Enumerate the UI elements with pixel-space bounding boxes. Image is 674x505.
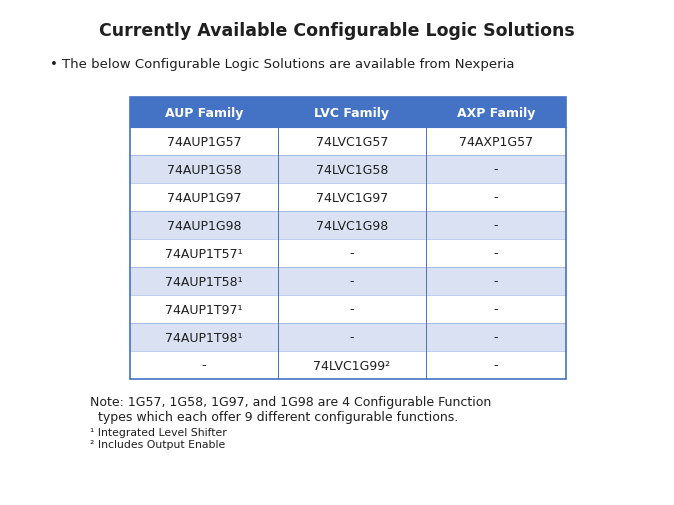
Bar bbox=[426, 295, 566, 323]
Text: •: • bbox=[50, 58, 58, 71]
Text: 74LVC1G58: 74LVC1G58 bbox=[316, 163, 388, 176]
Text: 74AUP1G57: 74AUP1G57 bbox=[166, 135, 241, 148]
Bar bbox=[278, 295, 426, 323]
Text: 74AXP1G57: 74AXP1G57 bbox=[459, 135, 533, 148]
Text: -: - bbox=[350, 303, 355, 316]
Bar bbox=[278, 128, 426, 156]
Text: 74AUP1G58: 74AUP1G58 bbox=[166, 163, 241, 176]
Bar bbox=[426, 351, 566, 379]
Bar bbox=[130, 323, 278, 351]
Text: AXP Family: AXP Family bbox=[457, 106, 535, 119]
Text: -: - bbox=[494, 359, 498, 372]
Text: 74LVC1G99²: 74LVC1G99² bbox=[313, 359, 390, 372]
Text: ² Includes Output Enable: ² Includes Output Enable bbox=[90, 439, 225, 449]
Bar bbox=[426, 323, 566, 351]
Text: types which each offer 9 different configurable functions.: types which each offer 9 different confi… bbox=[90, 410, 458, 423]
Bar bbox=[426, 98, 566, 128]
Bar bbox=[278, 98, 426, 128]
Text: -: - bbox=[494, 219, 498, 232]
Bar bbox=[130, 156, 278, 184]
Bar bbox=[426, 184, 566, 212]
Text: -: - bbox=[494, 247, 498, 260]
Bar bbox=[278, 184, 426, 212]
Bar bbox=[278, 212, 426, 239]
Text: LVC Family: LVC Family bbox=[315, 106, 390, 119]
Bar bbox=[130, 239, 278, 268]
Text: Note: 1G57, 1G58, 1G97, and 1G98 are 4 Configurable Function: Note: 1G57, 1G58, 1G97, and 1G98 are 4 C… bbox=[90, 395, 491, 408]
Text: 74AUP1G98: 74AUP1G98 bbox=[166, 219, 241, 232]
Bar bbox=[278, 156, 426, 184]
Text: 74AUP1T58¹: 74AUP1T58¹ bbox=[165, 275, 243, 288]
Text: ¹ Integrated Level Shifter: ¹ Integrated Level Shifter bbox=[90, 427, 226, 437]
Bar bbox=[130, 268, 278, 295]
Text: -: - bbox=[350, 247, 355, 260]
Text: 74AUP1G97: 74AUP1G97 bbox=[166, 191, 241, 204]
Text: -: - bbox=[494, 303, 498, 316]
Bar bbox=[278, 239, 426, 268]
Bar bbox=[278, 268, 426, 295]
Bar bbox=[130, 351, 278, 379]
Text: 74LVC1G98: 74LVC1G98 bbox=[316, 219, 388, 232]
Bar bbox=[278, 323, 426, 351]
Text: The below Configurable Logic Solutions are available from Nexperia: The below Configurable Logic Solutions a… bbox=[62, 58, 514, 71]
Bar bbox=[130, 295, 278, 323]
Text: 74LVC1G97: 74LVC1G97 bbox=[316, 191, 388, 204]
Bar bbox=[130, 98, 278, 128]
Text: 74AUP1T98¹: 74AUP1T98¹ bbox=[165, 331, 243, 344]
Bar bbox=[426, 268, 566, 295]
Text: -: - bbox=[350, 331, 355, 344]
Bar bbox=[130, 128, 278, 156]
Text: -: - bbox=[350, 275, 355, 288]
Text: -: - bbox=[202, 359, 206, 372]
Text: Currently Available Configurable Logic Solutions: Currently Available Configurable Logic S… bbox=[99, 22, 575, 40]
Text: 74LVC1G57: 74LVC1G57 bbox=[316, 135, 388, 148]
Bar bbox=[426, 239, 566, 268]
Bar bbox=[130, 212, 278, 239]
Text: 74AUP1T57¹: 74AUP1T57¹ bbox=[165, 247, 243, 260]
Text: AUP Family: AUP Family bbox=[165, 106, 243, 119]
Bar bbox=[426, 128, 566, 156]
Text: -: - bbox=[494, 331, 498, 344]
Bar bbox=[130, 184, 278, 212]
Text: -: - bbox=[494, 275, 498, 288]
Text: -: - bbox=[494, 191, 498, 204]
Bar bbox=[130, 98, 566, 379]
Text: 74AUP1T97¹: 74AUP1T97¹ bbox=[165, 303, 243, 316]
Bar bbox=[426, 212, 566, 239]
Bar bbox=[278, 351, 426, 379]
Text: -: - bbox=[494, 163, 498, 176]
Bar bbox=[426, 156, 566, 184]
